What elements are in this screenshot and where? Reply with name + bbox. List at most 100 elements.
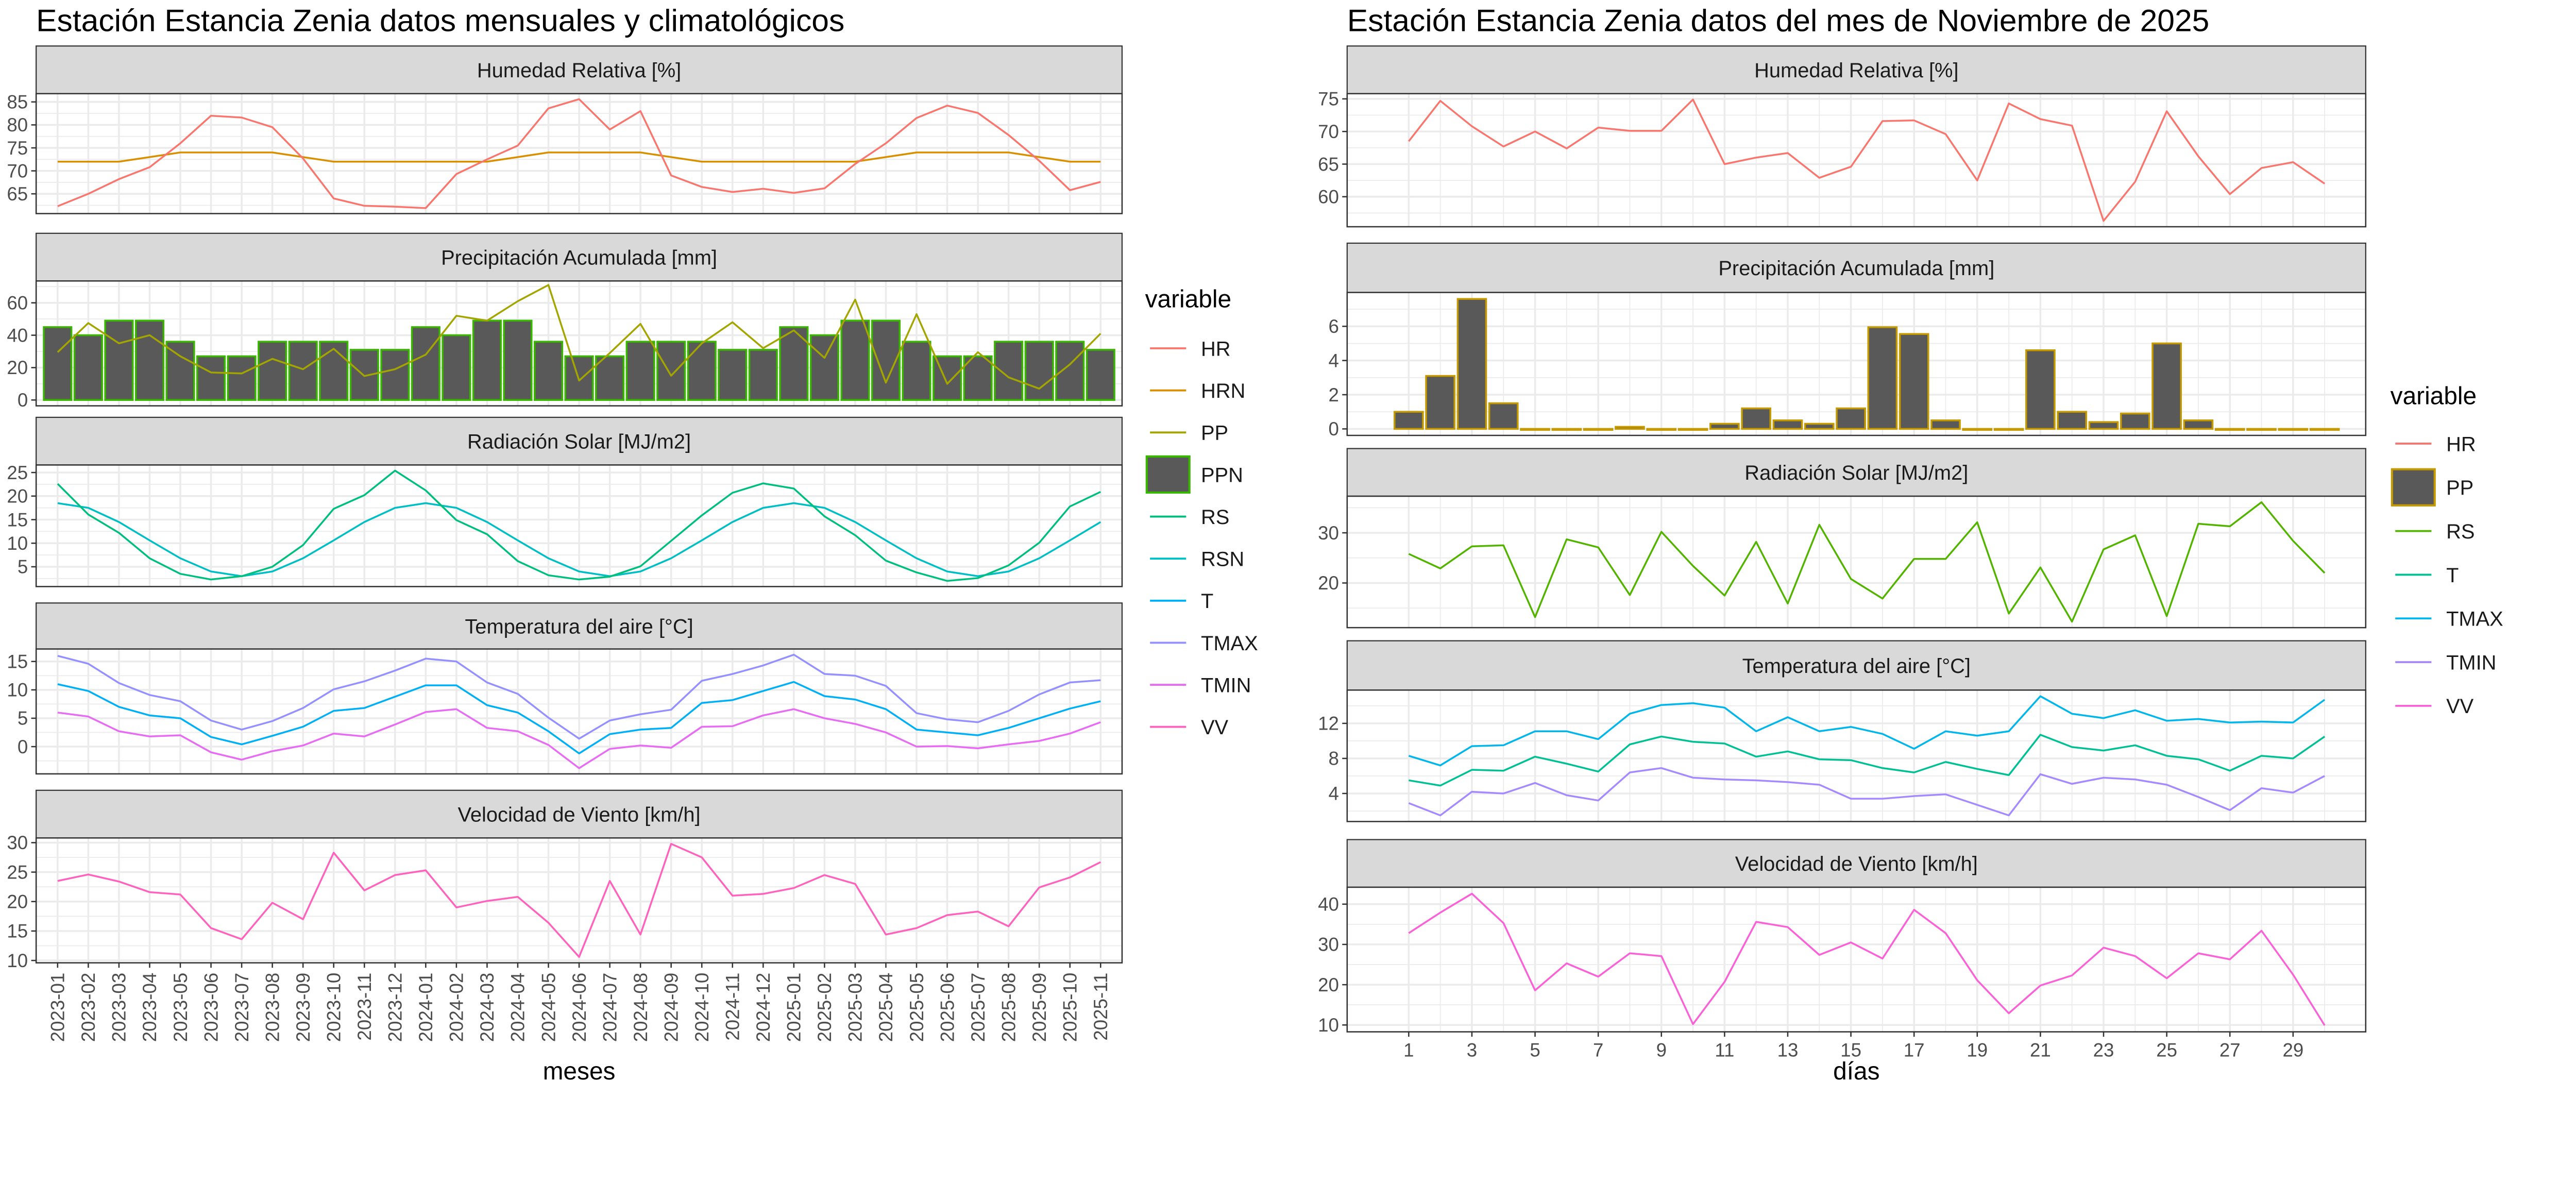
facet-panel: Temperatura del aire [°C] 4 8 12 — [1318, 640, 2367, 822]
bar-pp — [2183, 419, 2214, 430]
x-tick-label: 2024-04 — [507, 973, 529, 1042]
x-axis-title: días — [1833, 1058, 1879, 1085]
x-tick-label: 2024-01 — [415, 973, 436, 1042]
bar-ppn — [564, 355, 594, 401]
x-tick-label: 2023-07 — [231, 973, 252, 1042]
y-tick-label: 0 — [18, 390, 28, 411]
legend-label: HR — [2446, 433, 2476, 455]
strip-background — [1346, 839, 2366, 888]
climate-figure: Estación Estancia Zenia datos mensuales … — [7, 3, 2503, 1085]
bar-ppn — [411, 326, 440, 401]
legend-item-hr: HR — [2395, 433, 2476, 455]
x-tick-label: 11 — [1715, 1039, 1734, 1060]
x-tick-label: 2024-06 — [569, 973, 590, 1042]
x-tick-label: 2024-08 — [630, 973, 651, 1042]
line-t — [1409, 734, 2326, 787]
series-tmax — [57, 653, 1101, 740]
legend-item-rs: RS — [1150, 506, 1229, 529]
panel-border — [1346, 689, 2367, 822]
line-tmax — [1408, 695, 2326, 767]
facet-panel: Precipitación Acumulada [mm] 0 2 4 6 — [1328, 242, 2367, 440]
bar-pp — [1677, 428, 1708, 431]
bar-ppn — [319, 341, 349, 401]
x-tick-label: 2025-06 — [937, 973, 958, 1042]
x-tick-label: 2025-04 — [875, 973, 896, 1042]
y-tick-label: 20 — [7, 891, 28, 912]
bar-pp — [1520, 428, 1550, 431]
x-tick-label: 2025-11 — [1090, 973, 1111, 1041]
bar-ppn — [656, 341, 686, 401]
line-tmin — [1408, 767, 2325, 817]
bar-pp — [2278, 428, 2309, 431]
legend-title: variable — [1145, 285, 1232, 313]
bar-ppn — [288, 341, 318, 401]
bar-ppn — [595, 355, 625, 401]
bar-ppn — [227, 355, 257, 401]
x-tick-label: 2025-03 — [845, 973, 866, 1042]
series-rsn — [57, 502, 1101, 578]
series-tmax — [1408, 695, 2326, 767]
x-tick-label: 2023-03 — [109, 973, 130, 1042]
bar-pp — [2120, 412, 2150, 430]
legend-label: PP — [1201, 422, 1228, 445]
y-tick-label: 0 — [1328, 418, 1338, 440]
bar-ppn — [196, 355, 226, 401]
x-tick-label: 2025-02 — [814, 973, 835, 1042]
strip-label: Velocidad de Viento [km/h] — [1735, 853, 1978, 875]
legend-label: TMAX — [2446, 608, 2503, 631]
y-tick-label: 20 — [7, 486, 28, 507]
legend-label: PPN — [1201, 464, 1243, 486]
legend-item-hrn: HRN — [1150, 380, 1245, 402]
facet-panel: Temperatura del aire [°C] 0 5 10 15 — [7, 602, 1123, 775]
strip-background — [1346, 448, 2366, 497]
strip-label: Temperatura del aire [°C] — [1742, 655, 1971, 678]
bar-ppn — [503, 319, 533, 401]
panel-border — [1346, 93, 2367, 228]
facet-panel: Radiación Solar [MJ/m2] 20 30 — [1318, 448, 2367, 629]
y-tick-label: 2 — [1328, 384, 1338, 406]
bar-pp — [1899, 333, 1929, 430]
panel-border — [1346, 495, 2367, 629]
strip-label: Humedad Relativa [%] — [1754, 59, 1958, 82]
bar-ppn — [1024, 341, 1054, 401]
x-tick-label: 2023-09 — [293, 973, 314, 1042]
series-pp — [1393, 298, 2340, 431]
x-tick-label: 2024-12 — [753, 973, 774, 1042]
x-tick-label: 1 — [1403, 1039, 1414, 1060]
series-vv — [1408, 892, 2326, 1026]
y-tick-label: 80 — [7, 114, 28, 136]
series-t — [1409, 734, 2326, 787]
x-tick-label: 2024-10 — [691, 973, 713, 1042]
x-tick-label: 25 — [2156, 1039, 2177, 1060]
plot-background — [1347, 496, 2366, 628]
bar-pp — [1425, 375, 1455, 430]
y-tick-label: 85 — [7, 92, 28, 113]
x-tick-label: 5 — [1530, 1039, 1540, 1060]
bar-ppn — [687, 341, 717, 401]
bar-ppn — [442, 334, 471, 401]
bar-pp — [1772, 419, 1803, 430]
bar-ppn — [718, 349, 748, 401]
bar-pp — [2025, 349, 2056, 430]
bar-pp — [2309, 428, 2340, 431]
bar-pp — [2214, 428, 2245, 431]
bar-pp — [1709, 423, 1740, 430]
bar-pp — [2088, 421, 2119, 430]
chart-daily: Estación Estancia Zenia datos del mes de… — [1318, 3, 2503, 1085]
legend-label: RS — [1201, 506, 1229, 529]
x-tick-label: 2025-09 — [1029, 973, 1050, 1042]
legend-label: T — [1201, 590, 1213, 613]
legend-item-t: T — [1150, 590, 1213, 613]
y-tick-label: 15 — [7, 921, 28, 942]
y-tick-label: 10 — [7, 950, 28, 971]
panel-border — [1346, 886, 2367, 1033]
x-tick-label: 7 — [1593, 1039, 1603, 1060]
x-tick-label: 2023-04 — [139, 973, 160, 1042]
chart-title: Estación Estancia Zenia datos del mes de… — [1347, 3, 2210, 38]
legend-label: PP — [2446, 477, 2473, 499]
series-t — [57, 681, 1101, 754]
series-rs — [1408, 501, 2326, 623]
facet-panel: Velocidad de Viento [km/h] 10 15 20 25 30 2023… — [7, 789, 1123, 1042]
